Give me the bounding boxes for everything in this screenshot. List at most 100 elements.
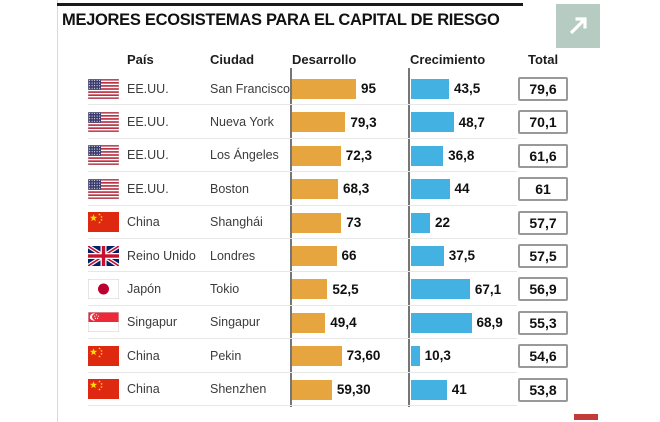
flag-sg-icon bbox=[88, 306, 119, 339]
row-separator bbox=[88, 271, 517, 273]
crecimiento-bar bbox=[410, 346, 420, 367]
table-row: China Shanghái 73 22 57,7 bbox=[0, 206, 660, 239]
crecimiento-value: 10,3 bbox=[424, 348, 451, 364]
city-label: Boston bbox=[210, 181, 249, 196]
column-header-total: Total bbox=[528, 52, 559, 67]
total-value-box: 53,8 bbox=[518, 377, 568, 402]
crecimiento-value: 67,1 bbox=[474, 281, 502, 297]
desarrollo-value: 52,5 bbox=[332, 281, 359, 297]
country-label: Singapur bbox=[127, 315, 178, 330]
crecimiento-value: 48,7 bbox=[458, 114, 485, 130]
desarrollo-value: 73,60 bbox=[346, 348, 381, 364]
total-value-box: 57,5 bbox=[518, 244, 568, 268]
crecimiento-value: 44 bbox=[454, 181, 470, 197]
crecimiento-bar bbox=[410, 145, 444, 166]
left-border-line bbox=[57, 0, 58, 422]
city-label: Shanghái bbox=[210, 215, 263, 230]
table-row: Singapur Singapur 49,4 68,9 55,3 bbox=[0, 306, 660, 340]
column-header-pais: País bbox=[127, 52, 154, 67]
flag-cn-icon bbox=[88, 373, 119, 406]
crecimiento-value: 41 bbox=[451, 381, 467, 397]
desarrollo-bar bbox=[292, 145, 341, 166]
country-label: EE.UU. bbox=[127, 81, 169, 96]
desarrollo-bar bbox=[292, 312, 326, 333]
arrow-up-right-icon bbox=[569, 17, 587, 35]
flag-us-icon bbox=[88, 105, 119, 138]
row-separator bbox=[88, 404, 517, 406]
city-label: Londres bbox=[210, 248, 256, 263]
row-separator bbox=[88, 104, 517, 106]
crecimiento-value: 36,8 bbox=[448, 147, 475, 163]
table-row: EE.UU. Los Ángeles 72,3 36,8 61,6 bbox=[0, 139, 660, 173]
desarrollo-value: 79,3 bbox=[350, 114, 377, 130]
row-separator bbox=[88, 237, 517, 239]
country-label: China bbox=[127, 382, 160, 397]
city-label: Shenzhen bbox=[210, 382, 267, 397]
city-label: Tokio bbox=[210, 282, 240, 297]
flag-us-icon bbox=[88, 172, 119, 205]
country-label: China bbox=[127, 348, 160, 363]
page-title: MEJORES ECOSISTEMAS PARA EL CAPITAL DE R… bbox=[62, 11, 500, 29]
desarrollo-value: 72,3 bbox=[345, 147, 372, 163]
flag-cn-icon bbox=[88, 206, 119, 239]
desarrollo-value: 73 bbox=[346, 214, 362, 230]
table-row: China Shenzhen 59,30 41 53,8 bbox=[0, 373, 660, 406]
flag-jp-icon bbox=[88, 272, 119, 305]
crecimiento-value: 68,9 bbox=[476, 314, 503, 330]
desarrollo-value: 66 bbox=[341, 248, 357, 264]
country-label: EE.UU. bbox=[127, 148, 169, 163]
flag-gb-icon bbox=[88, 239, 119, 272]
crecimiento-bar bbox=[410, 312, 472, 333]
city-label: Los Ángeles bbox=[210, 148, 279, 163]
crecimiento-value: 37,5 bbox=[448, 248, 475, 264]
crecimiento-bar bbox=[410, 246, 444, 266]
country-label: China bbox=[127, 215, 160, 230]
country-label: EE.UU. bbox=[127, 115, 169, 130]
crecimiento-bar bbox=[410, 179, 450, 200]
country-label: EE.UU. bbox=[127, 181, 169, 196]
desarrollo-bar bbox=[292, 79, 356, 99]
country-label: Japón bbox=[127, 282, 162, 297]
desarrollo-bar bbox=[292, 112, 346, 133]
crecimiento-bar bbox=[410, 212, 430, 233]
table-row: EE.UU. Nueva York 79,3 48,7 70,1 bbox=[0, 105, 660, 139]
flag-us-icon bbox=[88, 72, 119, 105]
flag-cn-icon bbox=[88, 339, 119, 372]
city-label: San Francisco bbox=[210, 81, 290, 96]
total-value-box: 79,6 bbox=[518, 77, 568, 101]
total-value-box: 61 bbox=[518, 177, 568, 202]
column-header-crecimiento: Crecimiento bbox=[410, 52, 486, 67]
expand-button[interactable] bbox=[556, 4, 600, 48]
desarrollo-bar bbox=[292, 179, 338, 200]
city-label: Pekin bbox=[210, 348, 242, 363]
city-label: Singapur bbox=[210, 315, 261, 330]
total-value-box: 54,6 bbox=[518, 344, 568, 369]
crecimiento-value: 43,5 bbox=[454, 81, 481, 97]
crecimiento-value: 22 bbox=[435, 214, 451, 230]
table-row: Reino Unido Londres 66 37,5 57,5 bbox=[0, 239, 660, 273]
row-separator bbox=[88, 171, 517, 173]
desarrollo-value: 68,3 bbox=[343, 181, 370, 197]
flag-us-icon bbox=[88, 139, 119, 172]
crecimiento-bar bbox=[410, 79, 449, 99]
desarrollo-value: 59,30 bbox=[336, 381, 371, 397]
table-row: Japón Tokio 52,5 67,1 56,9 bbox=[0, 272, 660, 306]
crecimiento-bar bbox=[410, 379, 447, 400]
total-value-box: 70,1 bbox=[518, 110, 568, 135]
crecimiento-bar bbox=[410, 112, 454, 133]
row-separator bbox=[88, 204, 517, 206]
table-row: EE.UU. San Francisco 95 43,5 79,6 bbox=[0, 72, 660, 106]
desarrollo-value: 49,4 bbox=[330, 314, 357, 330]
total-value-box: 55,3 bbox=[518, 310, 568, 335]
column-header-ciudad: Ciudad bbox=[210, 52, 255, 67]
row-separator bbox=[88, 304, 517, 306]
desarrollo-bar bbox=[292, 379, 332, 400]
source-logo-fragment bbox=[574, 414, 598, 420]
column-header-desarrollo: Desarrollo bbox=[292, 52, 357, 67]
table-row: EE.UU. Boston 68,3 44 61 bbox=[0, 172, 660, 206]
desarrollo-axis-line bbox=[290, 68, 292, 407]
total-value-box: 56,9 bbox=[518, 277, 568, 302]
row-separator bbox=[88, 371, 517, 373]
